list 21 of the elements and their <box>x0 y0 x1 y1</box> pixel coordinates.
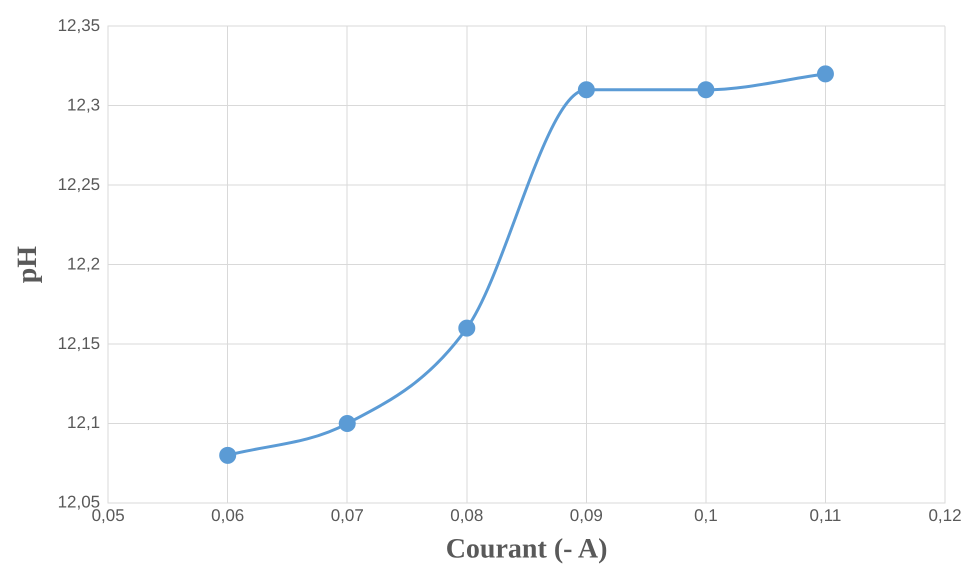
x-tick-label: 0,07 <box>330 506 364 525</box>
point <box>816 65 834 82</box>
y-tick-label: 12,1 <box>67 413 100 432</box>
y-tick-label: 12,2 <box>67 254 100 274</box>
x-tick-label: 0,09 <box>570 506 603 525</box>
y-tick-label: 12,25 <box>58 174 100 194</box>
y-tick-label: 12,3 <box>67 95 100 114</box>
x-tick-label: 0,08 <box>450 506 484 525</box>
x-tick-label: 0,12 <box>928 506 962 525</box>
x-tick-label: 0,1 <box>694 506 718 525</box>
y-axis-title: pH <box>12 246 44 284</box>
point <box>338 415 356 432</box>
x-tick-label: 0,11 <box>810 506 842 525</box>
point <box>458 320 476 337</box>
point <box>578 81 595 98</box>
y-tick-label: 12,15 <box>58 334 100 353</box>
point <box>219 446 236 464</box>
y-tick-label: 12,35 <box>58 16 100 35</box>
point <box>697 81 714 98</box>
x-tick-label: 0,06 <box>211 506 244 525</box>
x-axis-title: Courant (- A) <box>446 533 608 564</box>
